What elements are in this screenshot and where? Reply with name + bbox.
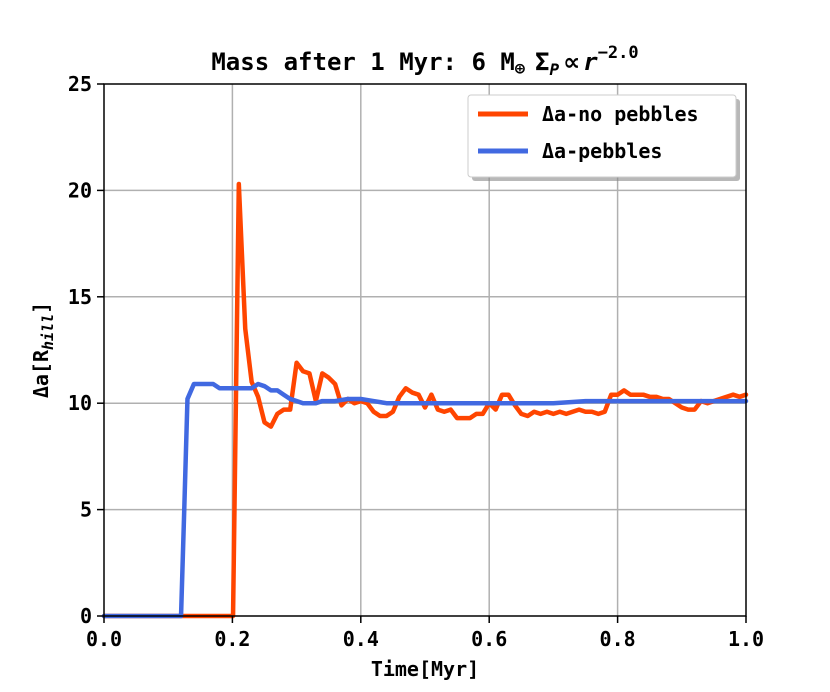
plot-frame	[103, 83, 747, 617]
y-tick-label: 0	[80, 604, 92, 628]
y-label-sub: hill	[39, 314, 57, 350]
title-sigma: Σ	[535, 48, 549, 76]
y-tick-label: 25	[68, 72, 92, 96]
y-label-main: Δa[R	[29, 349, 53, 398]
title-r: r	[583, 48, 598, 76]
series-lines	[101, 181, 749, 619]
title-earth-symbol: ⊕	[515, 59, 526, 79]
y-tick-label: 15	[68, 285, 92, 309]
axis-ticks: 0.0 0.2 0.4 0.6 0.8 1.0 0 5 10 15 20 25	[68, 72, 764, 651]
x-tick-label: 0.2	[214, 627, 250, 651]
legend: Δa-no pebbles Δa-pebbles	[467, 94, 740, 181]
legend-label-pebbles: Δa-pebbles	[542, 139, 662, 163]
title-exponent: −2.0	[598, 43, 639, 63]
x-tick-label: 0.6	[471, 627, 507, 651]
y-tick-label: 10	[68, 391, 92, 415]
legend-label-no-pebbles: Δa-no pebbles	[542, 102, 699, 126]
chart-title: Mass after 1 Myr: 6 M⊕ ΣP ∝ r−2.0	[211, 43, 638, 79]
y-tick-label: 20	[68, 178, 92, 202]
y-label-end: ]	[29, 302, 53, 314]
y-axis-label: Δa[Rhill]	[29, 302, 57, 398]
title-main: Mass after 1 Myr: 6 M	[211, 48, 514, 76]
series-line-pebbles	[101, 381, 749, 619]
title-sigma-sub: P	[550, 60, 560, 79]
x-tick-label: 0.0	[86, 627, 122, 651]
y-tick-label: 5	[80, 498, 92, 522]
title-proportional: ∝	[563, 48, 580, 76]
x-tick-label: 0.8	[600, 627, 636, 651]
legend-box	[467, 94, 737, 178]
x-axis-label: Time[Myr]	[371, 657, 479, 681]
x-tick-label: 1.0	[728, 627, 764, 651]
x-tick-label: 0.4	[343, 627, 379, 651]
series-line-no-pebbles	[101, 181, 749, 619]
